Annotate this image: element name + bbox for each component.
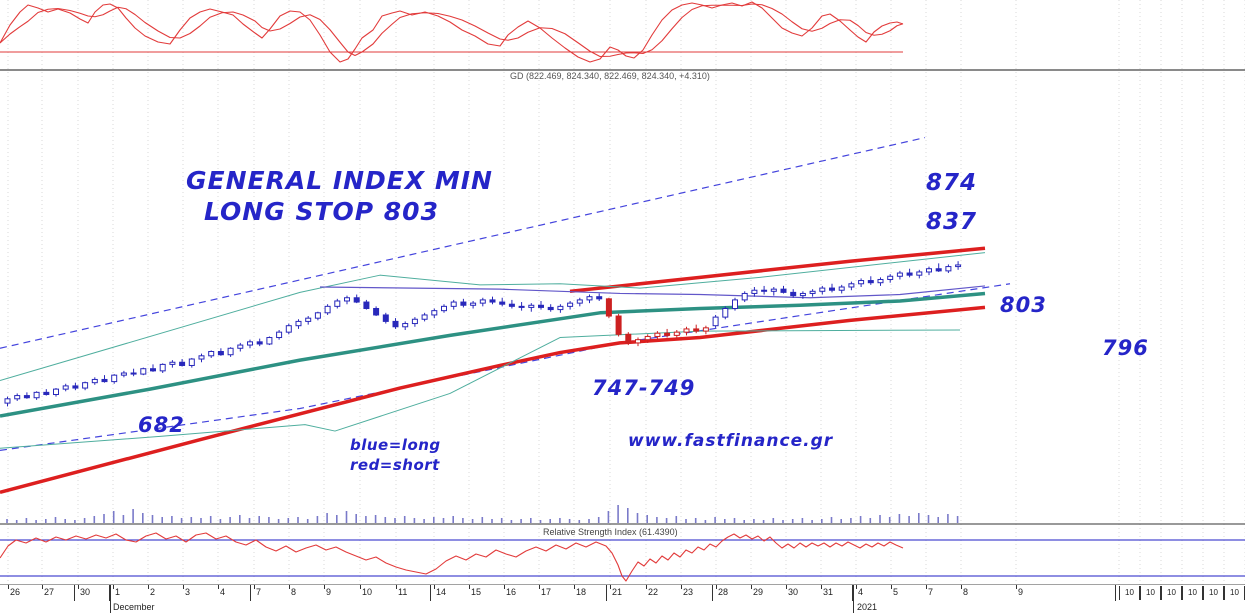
x-tick-label: 30 xyxy=(80,587,91,597)
tick-mark xyxy=(8,585,9,589)
x-tick-label: 4 xyxy=(220,587,226,597)
x-tick-label: 17 xyxy=(541,587,552,597)
x-tick-label: 27 xyxy=(44,587,55,597)
annotation-title-line2: LONG STOP 803 xyxy=(204,197,439,226)
x-tick-label: 3 xyxy=(185,587,191,597)
tick-mark xyxy=(360,585,361,589)
x-tick-label: 8 xyxy=(291,587,297,597)
x-axis[interactable]: 26 27 30 1 2 3 4 7 8 9 10 11 14 15 16 17 18 21 22 23 28 29 30 3… xyxy=(0,585,1245,613)
x-tick-label-compressed: 10 xyxy=(1224,586,1245,600)
tick-mark xyxy=(254,585,255,589)
annotation-level-796: 796 xyxy=(1102,336,1149,360)
tick-mark xyxy=(751,585,752,589)
month-div xyxy=(110,585,111,613)
x-tick-label-compressed: 10 xyxy=(1161,586,1182,600)
tick-mark xyxy=(148,585,149,589)
tick-mark xyxy=(610,585,611,589)
annotation-legend-blue-long: blue=long xyxy=(350,436,441,454)
tick-mark xyxy=(716,585,717,589)
tick-mark xyxy=(42,585,43,589)
sep xyxy=(109,585,110,601)
sep xyxy=(852,585,853,601)
x-tick-label: 9 xyxy=(326,587,332,597)
tick-mark xyxy=(113,585,114,589)
tick-mark xyxy=(821,585,822,589)
tick-mark xyxy=(961,585,962,589)
x-tick-label: 18 xyxy=(576,587,587,597)
sep xyxy=(712,585,713,601)
tick-mark xyxy=(1016,585,1017,589)
annotation-legend-red-short: red=short xyxy=(350,456,440,474)
tick-mark xyxy=(856,585,857,589)
month-div xyxy=(853,585,854,613)
x-tick-label: 2 xyxy=(150,587,156,597)
x-tick-label-compressed: 10 xyxy=(1140,586,1161,600)
x-tick-label: 15 xyxy=(471,587,482,597)
x-tick-label-compressed: 10 xyxy=(1119,586,1140,600)
x-tick-label: 22 xyxy=(648,587,659,597)
month-label: 2021 xyxy=(857,602,878,612)
x-tick-label: 14 xyxy=(436,587,447,597)
tick-mark xyxy=(78,585,79,589)
annotation-level-874: 874 xyxy=(926,170,978,196)
annotation-level-803: 803 xyxy=(1000,293,1047,317)
x-tick-label: 10 xyxy=(362,587,373,597)
month-label: December xyxy=(113,602,155,612)
annotation-website: www.fastfinance.gr xyxy=(628,431,834,451)
tick-mark xyxy=(574,585,575,589)
instrument-ohlc-label: GD (822.469, 824.340, 822.469, 824.340, … xyxy=(510,71,710,81)
x-tick-label-compressed: 10 xyxy=(1182,586,1203,600)
tick-mark xyxy=(891,585,892,589)
tick-mark xyxy=(539,585,540,589)
x-tick-label: 30 xyxy=(788,587,799,597)
sep xyxy=(430,585,431,601)
sep xyxy=(606,585,607,601)
x-tick-label: 1 xyxy=(115,587,121,597)
tick-mark xyxy=(786,585,787,589)
x-tick-label: 21 xyxy=(612,587,623,597)
annotation-level-837: 837 xyxy=(926,209,978,235)
tick-mark xyxy=(469,585,470,589)
tick-mark xyxy=(183,585,184,589)
x-tick-label: 9 xyxy=(1018,587,1024,597)
x-tick-label: 8 xyxy=(963,587,969,597)
x-tick-label: 4 xyxy=(858,587,864,597)
x-tick-label: 26 xyxy=(10,587,21,597)
tick-mark xyxy=(681,585,682,589)
annotation-title-line1: GENERAL INDEX MIN xyxy=(186,166,493,195)
rsi-label: Relative Strength Index (61.4390) xyxy=(543,527,678,537)
sep xyxy=(74,585,75,601)
tick-mark xyxy=(926,585,927,589)
x-tick-label: 31 xyxy=(823,587,834,597)
x-tick-label: 7 xyxy=(256,587,262,597)
x-tick-label: 5 xyxy=(893,587,899,597)
annotation-level-682: 682 xyxy=(138,413,185,437)
x-tick-label: 11 xyxy=(398,587,408,597)
annotation-level-747-749: 747-749 xyxy=(592,376,696,400)
x-tick-label: 23 xyxy=(683,587,694,597)
sep xyxy=(250,585,251,601)
tick-mark xyxy=(646,585,647,589)
x-tick-label-compressed: 10 xyxy=(1203,586,1224,600)
tick-mark xyxy=(504,585,505,589)
x-tick-label: 7 xyxy=(928,587,934,597)
sep xyxy=(1115,585,1116,601)
tick-mark xyxy=(396,585,397,589)
x-tick-label: 29 xyxy=(753,587,764,597)
x-tick-label: 28 xyxy=(718,587,729,597)
tick-mark xyxy=(289,585,290,589)
tick-mark xyxy=(324,585,325,589)
x-tick-label: 16 xyxy=(506,587,517,597)
tick-mark xyxy=(434,585,435,589)
tick-mark xyxy=(218,585,219,589)
